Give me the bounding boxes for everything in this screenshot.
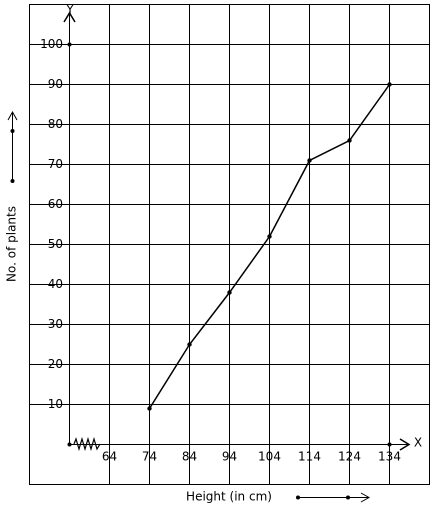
y-tick-label: 80	[48, 117, 63, 131]
y-axis-name: Y	[65, 3, 74, 17]
point	[307, 158, 312, 163]
arrow-dot	[10, 129, 15, 133]
y-tick-label: 100	[40, 37, 63, 51]
point	[347, 138, 352, 143]
arrow-dot	[10, 179, 15, 183]
arrowhead	[360, 492, 371, 503]
y-tick-label: 60	[48, 197, 63, 211]
y-tick-label: 20	[48, 357, 63, 371]
origin-dot	[67, 442, 72, 447]
x-tick-label: 134	[378, 450, 401, 464]
x-axis-label: Height (in cm)	[186, 490, 272, 504]
y-axis-arrow	[63, 11, 76, 23]
arrowhead	[7, 110, 18, 121]
point	[387, 82, 392, 87]
x-axis-arrow	[399, 438, 411, 451]
y-tick-label: 40	[48, 277, 63, 291]
point	[147, 406, 152, 411]
y-tick-label: 70	[48, 157, 63, 171]
x-tick-label: 74	[142, 450, 157, 464]
point	[227, 290, 232, 295]
x-tick-label: 124	[338, 450, 361, 464]
point	[187, 342, 192, 347]
y-tick-label: 10	[48, 397, 63, 411]
x-tick-label: 104	[258, 450, 281, 464]
y-tick-label: 90	[48, 77, 63, 91]
point	[267, 234, 272, 239]
x-tick-label: 94	[222, 450, 237, 464]
y-tick-label: 30	[48, 317, 63, 331]
arrow-dot	[346, 495, 350, 500]
x-tick-label: 64	[102, 450, 117, 464]
axis-break	[73, 436, 101, 452]
x-tick-label: 114	[298, 450, 321, 464]
y-tick-label: 50	[48, 237, 63, 251]
y-axis-label: No. of plants	[5, 206, 19, 282]
arrow-dot	[296, 495, 300, 500]
x-axis-name: X	[414, 436, 422, 450]
x-tick-label: 84	[182, 450, 197, 464]
